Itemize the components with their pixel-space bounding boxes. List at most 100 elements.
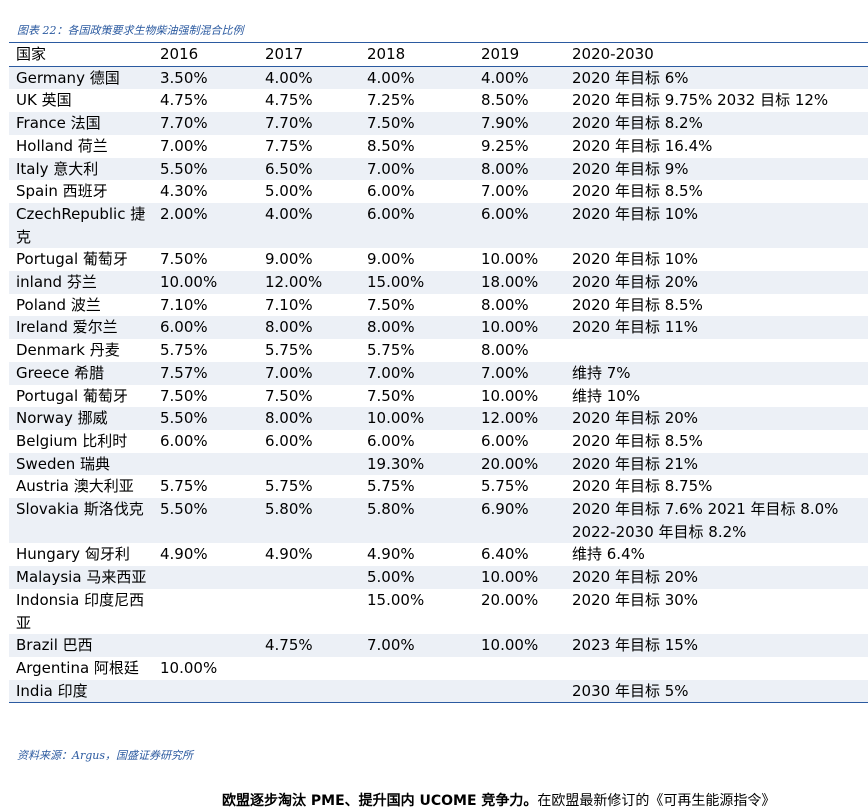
table-row: Malaysia 马来西亚 5.00% 10.00% 2020 年目标 20% [9,566,868,589]
cell-2016: 5.50% [160,500,208,519]
cell-target: 2020 年目标 8.5% [572,182,703,201]
body-paragraph-lead: 欧盟逐步淘汰 PME、提升国内 UCOME 竞争力。 [222,793,538,809]
table-row: Brazil 巴西 4.75% 7.00% 10.00% 2023 年目标 15% [9,634,868,657]
cell-2017: 5.80% [265,500,313,519]
table-row: France 法国 7.70% 7.70% 7.50% 7.90% 2020 年目标 8.… [9,112,868,135]
cell-country: Germany 德国 [16,68,120,87]
cell-target: 2020 年目标 8.5% [572,431,703,450]
cell-2017: 8.00% [265,409,313,428]
cell-2018: 5.80% [367,500,415,519]
cell-country: Brazil 巴西 [16,636,93,655]
cell-2017: 5.75% [265,477,313,496]
table-row: Slovakia 斯洛伐克 5.50% 5.80% 5.80% 6.90% 2020 年目… [9,498,868,544]
cell-2016: 7.00% [160,136,208,155]
table-bottom-rule [9,702,868,704]
cell-2019: 8.00% [481,159,529,178]
cell-2019: 10.00% [481,568,539,587]
cell-2016: 4.75% [160,91,208,110]
cell-country: Holland 荷兰 [16,136,108,155]
header-bottom-rule [9,65,868,67]
table-row: Indonsia 印度尼西亚 15.00% 20.00% 2020 年目标 30% [9,589,868,634]
cell-2017 [258,657,360,680]
table-row: Spain 西班牙 4.30% 5.00% 6.00% 7.00% 2020 年目标 8.… [9,180,868,203]
cell-2018: 19.30% [367,454,425,473]
cell-2017: 7.10% [265,295,313,314]
cell-2016: 2.00% [160,204,208,223]
table-row: UK 英国 4.75% 4.75% 7.25% 8.50% 2020 年目标 9.75% … [9,89,868,112]
cell-2017: 4.75% [265,636,313,655]
cell-2016: 5.75% [160,477,208,496]
figure-caption: 图表 22：各国政策要求生物柴油强制混合比例 [17,24,244,37]
table-row: Ireland 爱尔兰 6.00% 8.00% 8.00% 10.00% 2020 年目标… [9,316,868,340]
cell-2018: 6.00% [367,182,415,201]
cell-country: Slovakia 斯洛伐克 [16,500,144,519]
cell-2017: 4.00% [265,68,313,87]
cell-2019: 10.00% [481,386,539,405]
header-2016: 2016 [160,45,199,63]
cell-2018: 4.00% [367,68,415,87]
cell-2019: 9.25% [481,136,529,155]
cell-2019: 6.90% [481,500,529,519]
table-body: Germany 德国 3.50% 4.00% 4.00% 4.00% 2020 年目标 6… [9,66,868,703]
cell-2019: 10.00% [481,636,539,655]
cell-2018: 9.00% [367,250,415,269]
cell-2019: 5.75% [481,477,529,496]
cell-2018: 10.00% [367,409,425,428]
table-row: Denmark 丹麦 5.75% 5.75% 5.75% 8.00% [9,339,868,362]
cell-target: 维持 7% [572,363,631,382]
cell-2016: 7.57% [160,363,208,382]
cell-country: UK 英国 [16,91,72,110]
cell-2017: 4.00% [265,204,313,223]
cell-target: 2020 年目标 8.2% [572,114,703,133]
cell-2017: 9.00% [265,250,313,269]
table-header-row: 国家 2016 2017 2018 2019 2020-2030 [9,43,868,66]
cell-2017: 6.50% [265,159,313,178]
cell-country: CzechRepublic 捷克 [16,204,146,246]
header-2018: 2018 [367,45,406,63]
cell-2017: 8.00% [265,318,313,337]
cell-2019: 7.00% [481,363,529,382]
table-row: Portugal 葡萄牙 7.50% 7.50% 7.50% 10.00% 维持 10% [9,385,868,408]
cell-country: Indonsia 印度尼西亚 [16,590,145,632]
cell-country: Ireland 爱尔兰 [16,318,118,337]
cell-country: Denmark 丹麦 [16,341,120,360]
cell-2016: 4.30% [160,182,208,201]
cell-country: Portugal 葡萄牙 [16,386,128,405]
header-2019: 2019 [481,45,520,63]
table-row: Belgium 比利时 6.00% 6.00% 6.00% 6.00% 2020 年目标 … [9,430,868,453]
cell-2019: 6.40% [481,545,529,564]
cell-target: 2020 年目标 6% [572,68,689,87]
cell-country: France 法国 [16,114,101,133]
cell-2016 [153,453,258,476]
cell-2017: 7.75% [265,136,313,155]
cell-target: 2020 年目标 11% [572,318,699,337]
cell-2016: 6.00% [160,431,208,450]
cell-2019: 20.00% [481,590,539,609]
table-row: Portugal 葡萄牙 7.50% 9.00% 9.00% 10.00% 2020 年目… [9,248,868,271]
cell-2016: 10.00% [160,273,218,292]
cell-country: Malaysia 马来西亚 [16,568,147,587]
cell-2019: 6.00% [481,204,529,223]
cell-2019: 18.00% [481,273,539,292]
cell-target: 2020 年目标 21% [572,454,699,473]
cell-target: 2023 年目标 15% [572,636,699,655]
cell-2016: 10.00% [160,658,218,677]
body-paragraph: 欧盟逐步淘汰 PME、提升国内 UCOME 竞争力。在欧盟最新修订的《可再生能源… [222,790,775,810]
cell-2018: 15.00% [367,273,425,292]
cell-country: Italy 意大利 [16,159,99,178]
table-row: Norway 挪威 5.50% 8.00% 10.00% 12.00% 2020 年目标 … [9,407,868,430]
cell-2019 [474,657,565,680]
header-country: 国家 [16,45,47,63]
cell-2018: 7.00% [367,636,415,655]
table-row: Poland 波兰 7.10% 7.10% 7.50% 8.00% 2020 年目标 8.… [9,294,868,317]
cell-2016 [153,589,258,634]
body-paragraph-rest: 在欧盟最新修订的《可再生能源指令》 [537,793,776,809]
cell-2018: 5.00% [367,568,415,587]
table-row: India 印度 2030 年目标 5% [9,679,868,703]
cell-target: 2020 年目标 20% [572,409,699,428]
header-top-rule [9,42,868,43]
cell-2016: 4.90% [160,545,208,564]
cell-country: Spain 西班牙 [16,182,108,201]
table-row: Germany 德国 3.50% 4.00% 4.00% 4.00% 2020 年目标 6… [9,66,868,90]
cell-target: 2020 年目标 20% [572,273,699,292]
